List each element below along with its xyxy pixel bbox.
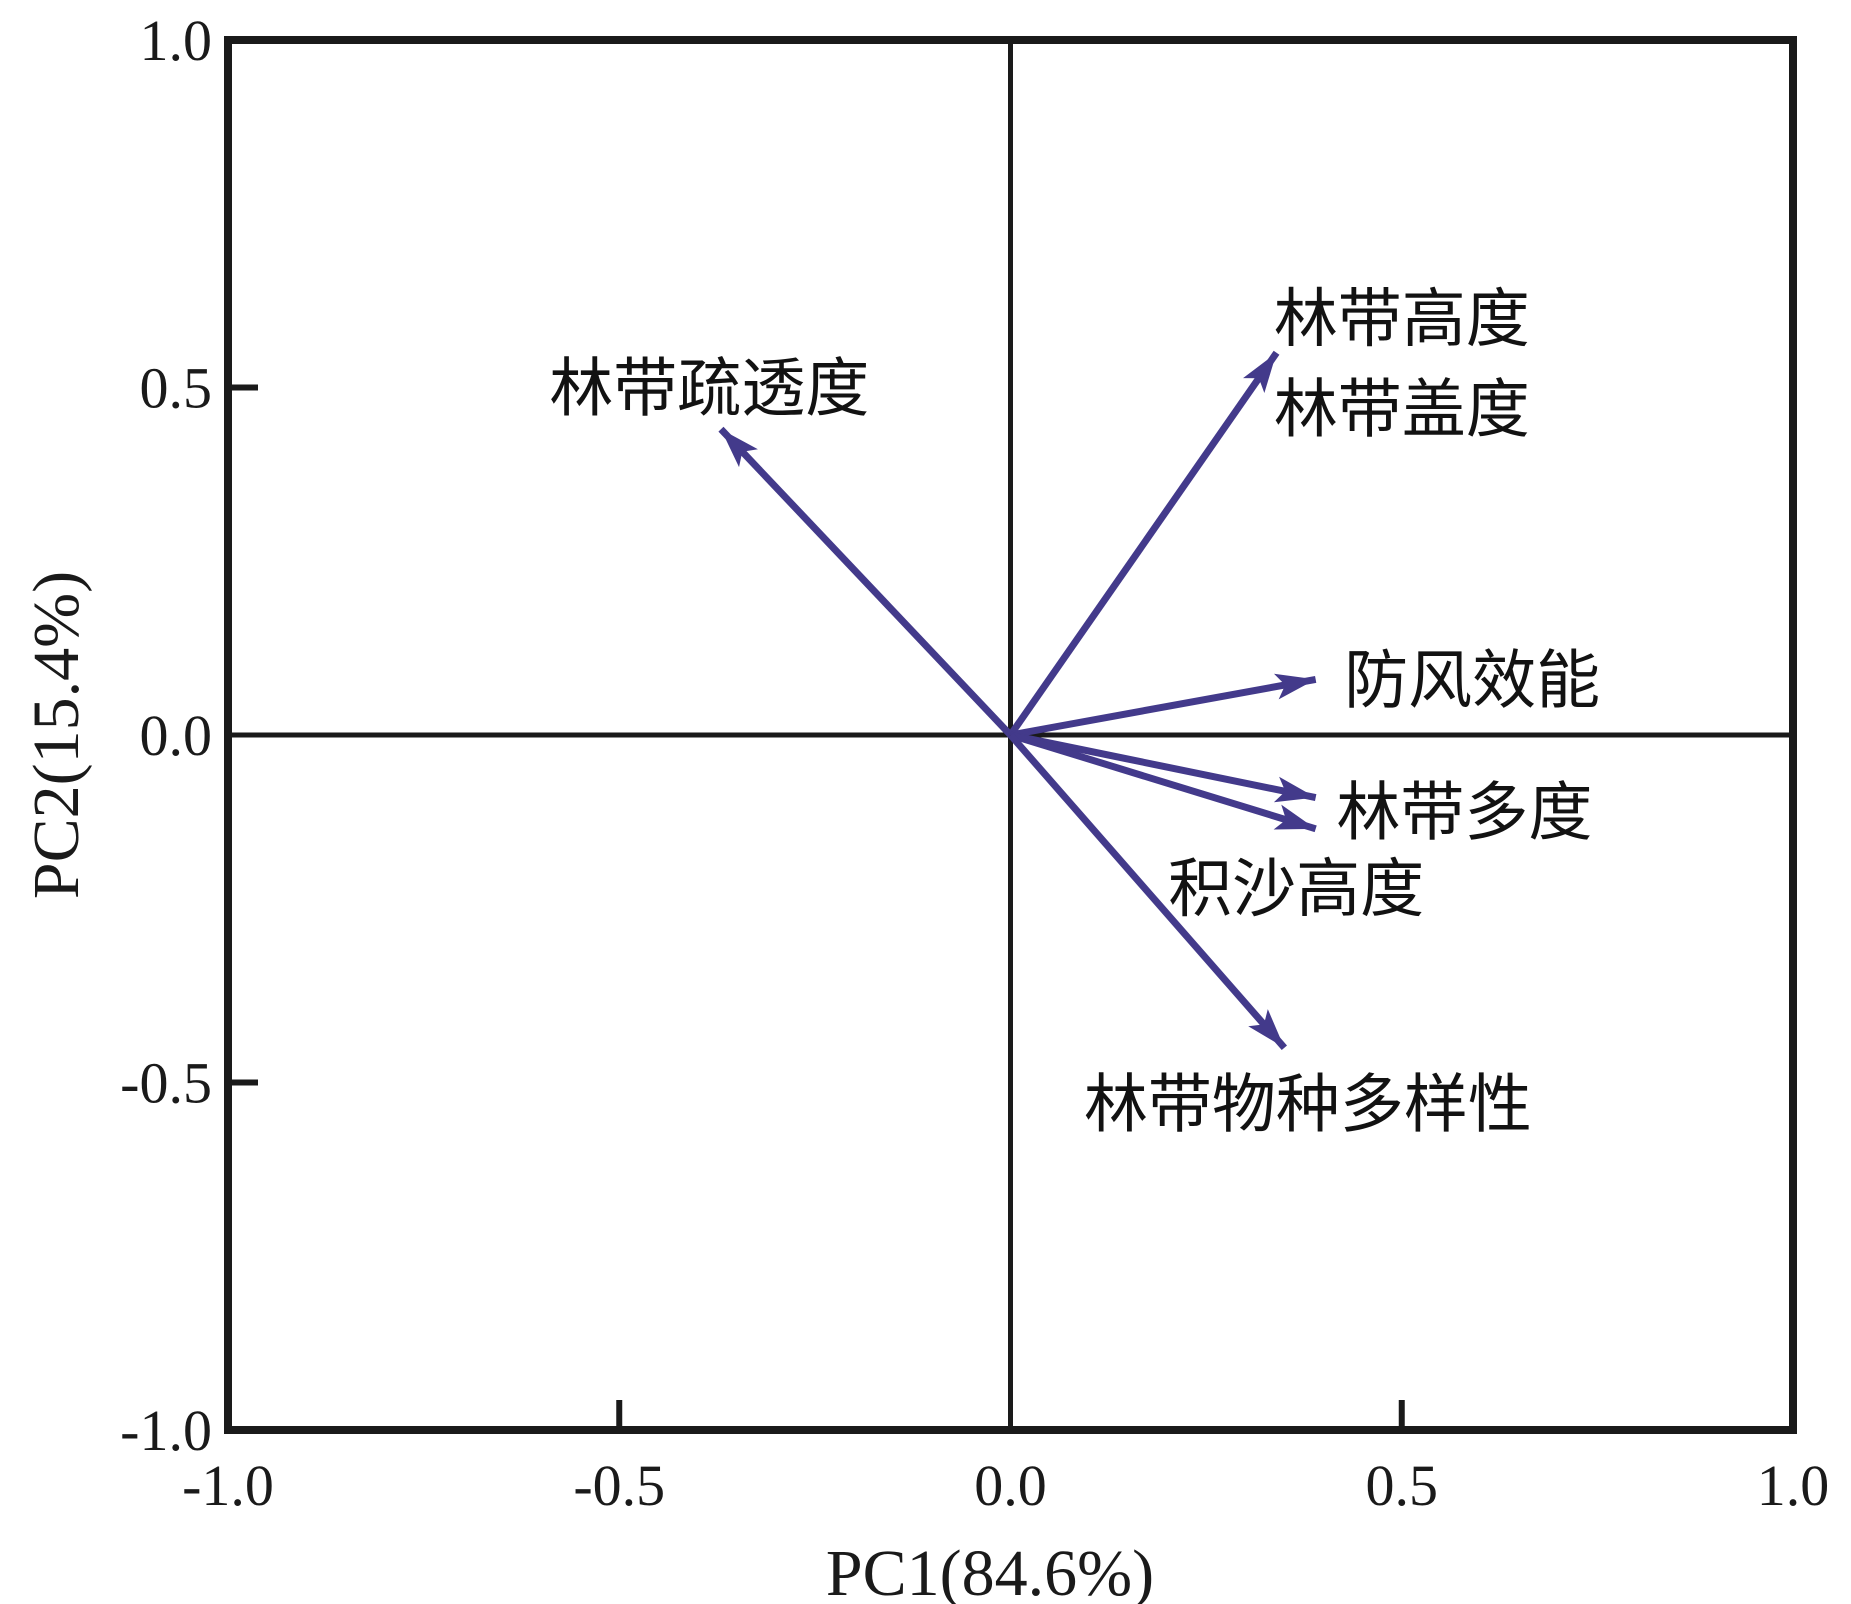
x-axis-tick-label: -1.0	[182, 1453, 274, 1518]
y-axis-tick-label: 0.5	[140, 356, 213, 421]
x-axis-tick-label: 0.5	[1366, 1453, 1439, 1518]
y-axis-tick-label: 1.0	[140, 8, 213, 73]
loading-arrow-sand-deposit-height	[1009, 731, 1317, 833]
variable-label: 防风效能	[1344, 645, 1600, 716]
loading-arrows-group	[718, 350, 1317, 1051]
loading-arrow-belt-species-diversity	[1007, 732, 1288, 1051]
variable-label: 林带高度	[1274, 284, 1530, 355]
tick-labels-group: -1.0 -0.5 0.0 0.5 1.0 1.0 0.5 0.0 -0.5 -1.0	[120, 8, 1829, 1518]
y-axis-tick-label: -0.5	[120, 1051, 212, 1116]
loading-arrow-belt-porosity	[718, 426, 1014, 738]
variable-label: 林带疏透度	[549, 354, 869, 425]
variable-label: 林带盖度	[1274, 374, 1530, 445]
x-axis-tick-label: 1.0	[1757, 1453, 1830, 1518]
y-axis-tick-label: -1.0	[120, 1398, 212, 1463]
variable-label: 林带物种多样性	[1084, 1069, 1532, 1140]
loading-arrow-belt-height-coverage	[1007, 350, 1280, 737]
loading-arrow-windproof-efficiency	[1009, 673, 1317, 739]
loading-arrow-belt-abundance	[1009, 731, 1317, 803]
variable-label: 林带多度	[1336, 777, 1592, 848]
variable-label: 积沙高度	[1168, 854, 1424, 925]
x-axis-tick-label: -0.5	[573, 1453, 665, 1518]
x-axis-tick-label: 0.0	[974, 1453, 1047, 1518]
y-axis-title: PC2(15.4%)	[20, 571, 93, 899]
tick-marks-group	[228, 384, 1405, 1430]
y-axis-tick-label: 0.0	[140, 703, 213, 768]
x-axis-title: PC1(84.6%)	[826, 1537, 1154, 1604]
